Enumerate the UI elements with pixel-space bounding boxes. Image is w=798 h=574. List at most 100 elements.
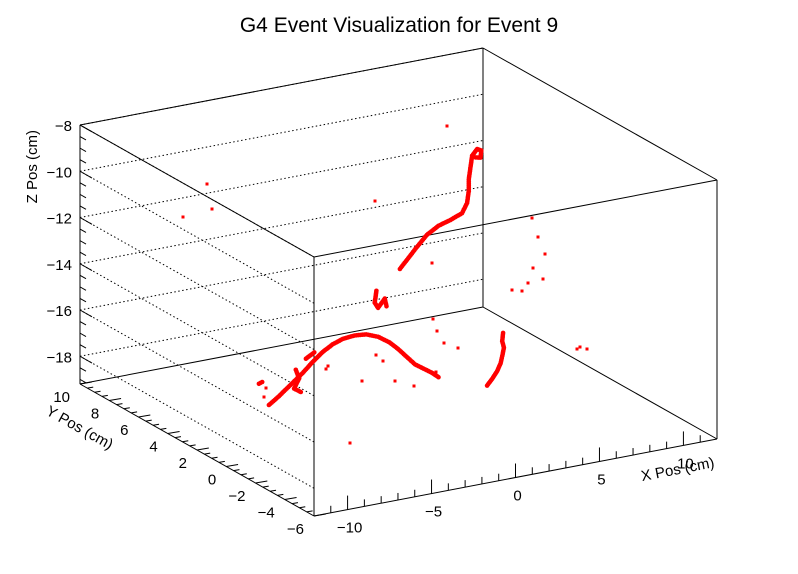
z-tick: [79, 321, 87, 326]
y-tick-label: 6: [120, 422, 128, 439]
z-tick: [79, 182, 87, 187]
box-edge: [79, 47, 484, 126]
y-tick: [233, 469, 240, 472]
hit-marker: [474, 155, 480, 160]
hit-marker: [500, 332, 506, 337]
x-tick-label: 0: [513, 488, 521, 505]
hit-marker: [296, 374, 301, 380]
z-tick: [79, 217, 93, 225]
chart-title: G4 Event Visualization for Event 9: [240, 14, 558, 37]
z-tick: [79, 298, 87, 303]
z-tick: [79, 286, 87, 291]
y-axis-label: Y Pos (cm): [43, 403, 116, 454]
hit-marker: [442, 341, 446, 345]
z-gridline: [79, 263, 315, 397]
hit-marker: [181, 215, 185, 219]
hit-marker: [434, 370, 438, 374]
hit-marker: [419, 365, 425, 371]
y-tick: [174, 436, 182, 439]
y-tick: [204, 452, 211, 455]
z-tick: [79, 378, 87, 384]
hit-marker: [431, 317, 435, 321]
y-tick: [299, 506, 306, 509]
z-tick: [79, 124, 93, 133]
hit-marker: [500, 340, 505, 346]
hit-marker: [466, 179, 472, 184]
hit-marker: [205, 182, 209, 186]
z-gridline: [79, 232, 484, 311]
y-tick: [277, 493, 284, 496]
x-tick-label: 10: [677, 455, 694, 472]
y-tick: [291, 502, 299, 505]
hit-marker: [262, 395, 266, 399]
z-tick: [79, 263, 93, 272]
hit-marker: [467, 167, 473, 172]
hit-marker: [435, 329, 439, 333]
hit-marker: [541, 277, 545, 281]
hit-marker: [393, 379, 397, 383]
hit-marker: [543, 252, 547, 256]
hit-marker: [466, 190, 471, 196]
y-tick: [109, 397, 122, 401]
box-edge: [79, 124, 315, 258]
y-tick: [87, 386, 94, 389]
hit-marker: [383, 302, 389, 307]
y-tick: [226, 463, 239, 467]
y-tick: [306, 510, 313, 513]
hit-marker: [510, 288, 514, 292]
y-tick: [196, 447, 209, 451]
hit-markers: [181, 124, 589, 445]
z-gridline: [79, 309, 315, 443]
z-gridline: [79, 93, 484, 172]
hit-marker: [446, 218, 451, 224]
z-tick: [79, 367, 87, 372]
hit-marker: [350, 333, 356, 339]
z-gridline: [79, 140, 484, 218]
hit-marker: [381, 359, 385, 363]
z-tick: [79, 355, 93, 364]
hit-marker: [536, 235, 540, 239]
hit-marker: [324, 367, 328, 371]
z-tick: [79, 332, 87, 337]
z-tick-label: −10: [47, 164, 72, 181]
y-tick-label: 0: [208, 472, 216, 489]
z-tick: [79, 159, 87, 164]
box-edge: [79, 306, 484, 385]
hit-marker: [258, 380, 263, 386]
z-tick: [79, 274, 87, 280]
hit-marker: [578, 345, 582, 349]
axis-ticks: [79, 124, 718, 517]
z-tick-label: −18: [47, 349, 72, 366]
hit-marker: [360, 379, 364, 383]
z-gridline: [79, 355, 315, 489]
y-tick-label: −2: [228, 488, 245, 505]
hit-marker: [430, 261, 434, 265]
z-tick: [79, 170, 93, 179]
hit-marker: [264, 386, 268, 390]
hit-marker: [499, 355, 505, 361]
z-tick: [79, 205, 87, 210]
hit-marker: [575, 347, 579, 351]
y-tick: [160, 427, 167, 430]
y-tick-label: 4: [149, 439, 157, 456]
y-tick-label: −6: [287, 521, 304, 538]
y-tick: [248, 477, 255, 480]
z-tick: [79, 251, 87, 257]
hit-marker: [373, 334, 379, 339]
hit-marker: [373, 199, 377, 203]
y-tick: [116, 403, 123, 406]
hit-marker: [404, 257, 410, 263]
box-edge: [313, 179, 718, 258]
axis-tick-labels: −10 −5 0 5 10 10 8 6 4 2 0 −2 −4 −6 −8 −10 −12 −14 −16 −18: [47, 118, 694, 538]
y-tick: [123, 407, 130, 410]
z-gridline: [79, 278, 484, 357]
z-tick: [79, 240, 87, 245]
z-tick: [79, 193, 87, 199]
hit-marker: [210, 207, 214, 211]
box-edge: [482, 306, 718, 440]
z-gridline: [79, 170, 315, 304]
y-tick: [79, 381, 92, 385]
y-tick: [167, 430, 180, 434]
y-tick: [182, 440, 189, 443]
